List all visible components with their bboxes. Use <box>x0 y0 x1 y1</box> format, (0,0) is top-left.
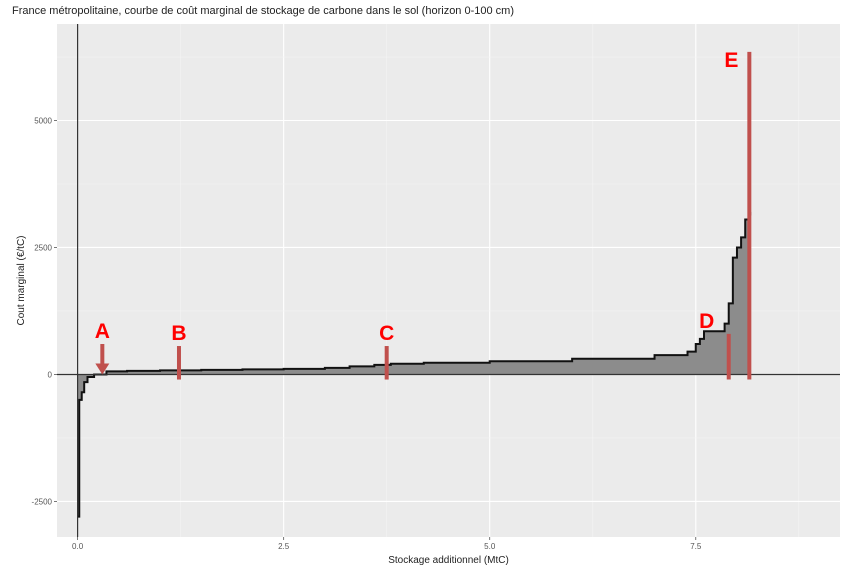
x-tick-label: 2.5 <box>278 542 290 551</box>
x-tick-label: 0.0 <box>72 542 84 551</box>
y-tick-label: -2500 <box>32 497 53 506</box>
reference-axes <box>57 24 840 537</box>
chart-title: France métropolitaine, courbe de coût ma… <box>12 5 514 17</box>
marker-a-arrow-head <box>95 363 110 375</box>
y-axis-title: Cout marginal (€/tC) <box>16 235 27 325</box>
tick-labels: 0.0 2.5 5.0 7.5 -2500 0 2500 5000 <box>32 117 702 551</box>
marker-c-label: C <box>379 322 394 345</box>
plot-panel <box>57 24 840 537</box>
marker-d-label: D <box>699 310 714 333</box>
threshold-markers: A B C D E <box>95 49 752 380</box>
y-tick-label: 5000 <box>34 117 52 126</box>
y-tick-label: 0 <box>48 370 53 379</box>
y-tick-label: 2500 <box>34 243 52 252</box>
marker-e-label: E <box>724 49 738 72</box>
marker-b-label: B <box>171 322 186 345</box>
x-axis-title: Stockage additionnel (MtC) <box>388 555 509 566</box>
x-tick-label: 5.0 <box>484 542 496 551</box>
marker-a-label: A <box>95 320 110 343</box>
x-tick-label: 7.5 <box>690 542 702 551</box>
